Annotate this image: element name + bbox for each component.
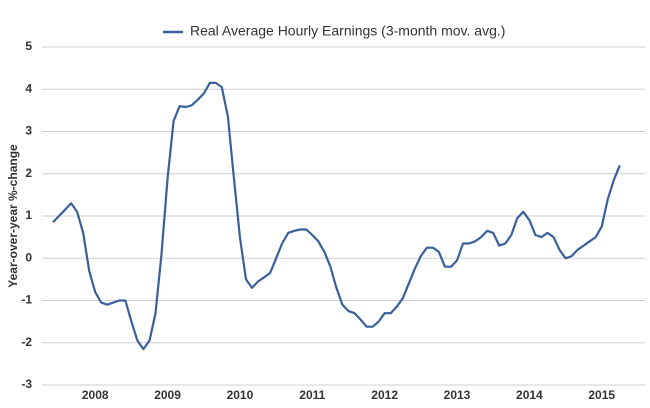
y-tick-label: 4 [25, 81, 32, 95]
x-tick-label: 2009 [154, 388, 181, 402]
legend-label: Real Average Hourly Earnings (3-month mo… [190, 23, 505, 39]
y-tick-label: 0 [25, 250, 32, 264]
y-tick-label: 1 [25, 208, 32, 222]
y-tick-label: -3 [21, 377, 32, 391]
x-tick-label: 2011 [299, 388, 325, 402]
y-axis-label: Year-over-year %-change [6, 144, 20, 288]
x-tick-label: 2013 [444, 388, 471, 402]
y-tick-label: 5 [25, 39, 32, 53]
x-tick-label: 2015 [588, 388, 615, 402]
x-tick-label: 2008 [82, 388, 109, 402]
y-tick-label: 3 [25, 124, 32, 138]
x-tick-label: 2012 [371, 388, 398, 402]
y-tick-label: -2 [21, 335, 32, 349]
y-tick-label: -1 [21, 293, 32, 307]
x-tick-label: 2014 [516, 388, 543, 402]
y-tick-label: 2 [25, 166, 32, 180]
data-line [52, 81, 621, 351]
x-tick-label: 2010 [227, 388, 254, 402]
